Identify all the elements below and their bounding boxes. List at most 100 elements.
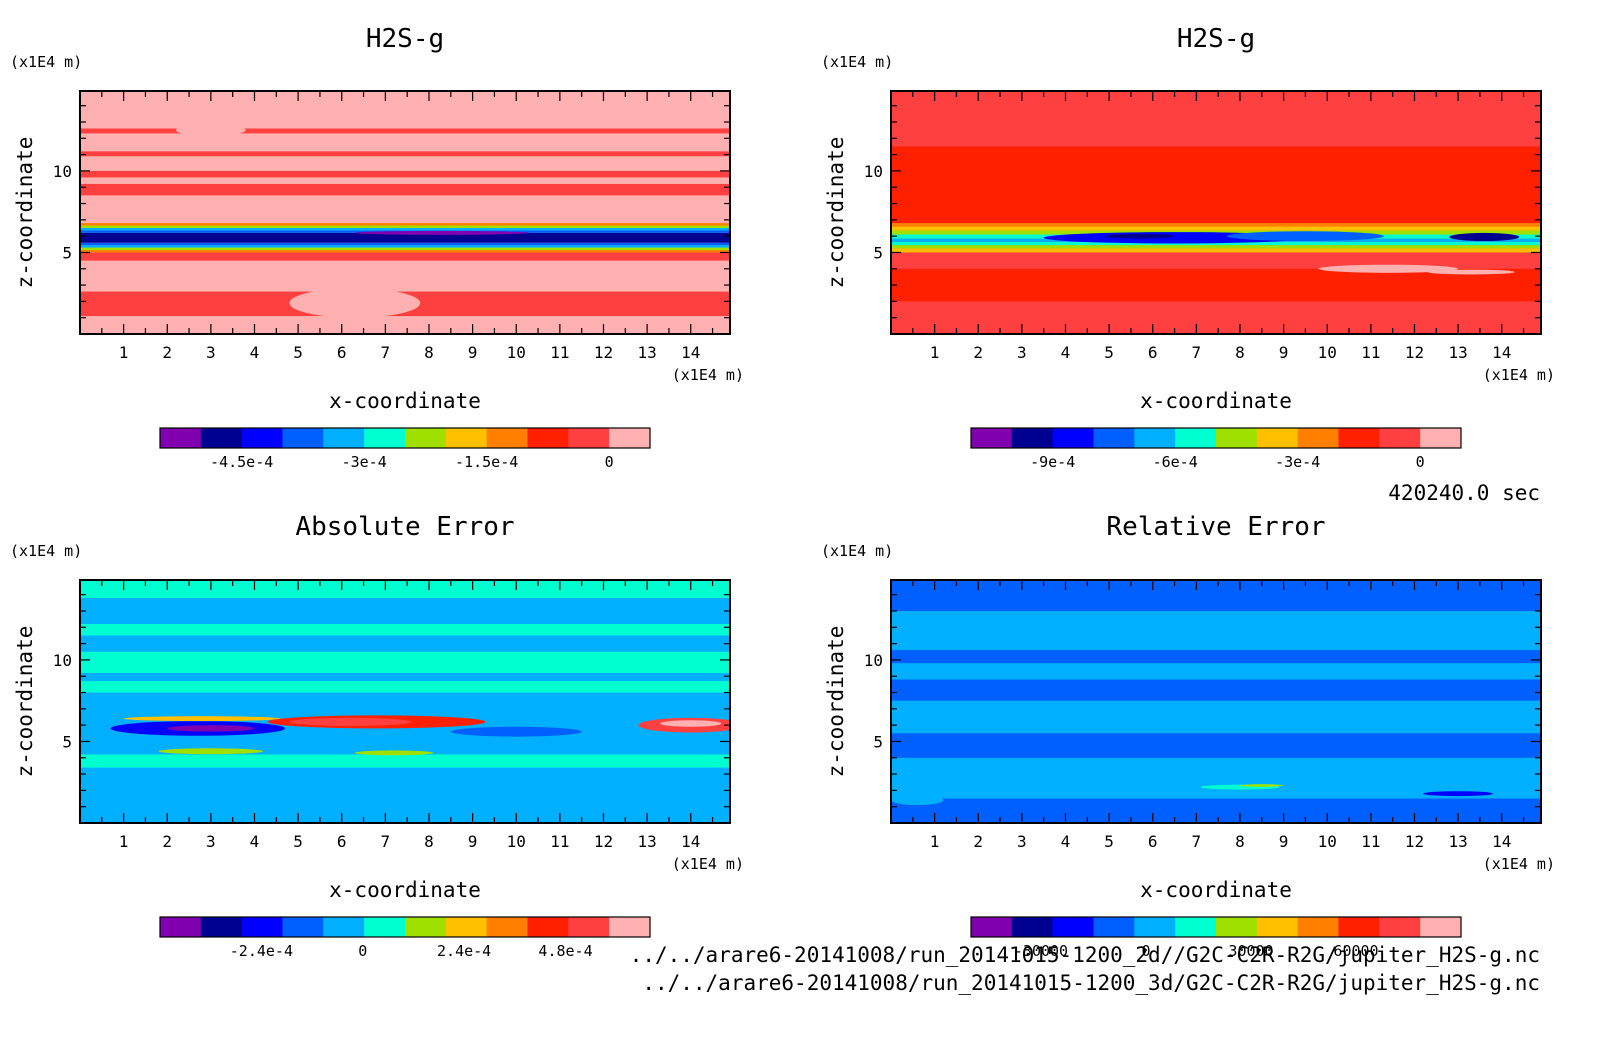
contour-band (891, 223, 1541, 227)
colorbar-swatch (364, 917, 406, 937)
colorbar-swatch (1216, 917, 1258, 937)
colorbar-swatch (1379, 917, 1421, 937)
contour-band (80, 227, 730, 231)
y-tick-label: 5 (873, 732, 883, 751)
contour-band (80, 245, 730, 248)
colorbar-swatch (282, 917, 324, 937)
x-tick-label: 3 (206, 832, 216, 851)
x-tick-label: 10 (1318, 832, 1337, 851)
colorbar-swatch (1011, 428, 1054, 448)
colorbar: -30000 0 30000 60000 (970, 916, 1462, 960)
contour-region (167, 725, 255, 732)
contour-region (1104, 233, 1175, 239)
x-tick-label: 5 (293, 832, 303, 851)
y-tick-label: 5 (873, 243, 883, 262)
x-tick-label: 7 (1192, 832, 1202, 851)
x-tick-label: 1 (930, 832, 940, 851)
time-label: 420240.0 sec (1388, 481, 1540, 505)
contour-band (891, 245, 1541, 249)
x-tick-label: 13 (637, 343, 656, 362)
colorbar-swatch (609, 917, 651, 937)
panel-title: Absolute Error (295, 512, 514, 542)
plot-frame (890, 90, 1542, 335)
colorbar-swatch (1134, 917, 1176, 937)
contour-band (80, 247, 730, 251)
x-tick-label: 9 (468, 832, 478, 851)
contour-region (289, 288, 421, 318)
colorbar-swatch (1011, 917, 1054, 937)
panel-title: Relative Error (1106, 512, 1325, 542)
contour-band (80, 252, 730, 261)
y-axis-label: z-coordinate (824, 626, 848, 778)
contour-region (1318, 264, 1459, 273)
y-tick-label: 5 (62, 732, 72, 751)
contour-band (891, 610, 1541, 651)
contour-band (891, 226, 1541, 231)
x-axis-label: x-coordinate (1140, 389, 1292, 413)
colorbar-tick-label: 0 (605, 453, 614, 471)
colorbar: -4.5e-4 -3e-4 -1.5e-4 0 (159, 427, 651, 471)
x-tick-label: 2 (162, 343, 172, 362)
colorbar-swatch (1093, 917, 1135, 937)
x-tick-label: 14 (681, 343, 700, 362)
x-tick-label: 2 (973, 343, 983, 362)
colorbar-swatch (1420, 428, 1462, 448)
x-axis-label: x-coordinate (329, 878, 481, 902)
contour-band (891, 241, 1541, 246)
colorbar-swatch (1379, 428, 1421, 448)
colorbar-swatch (527, 428, 569, 448)
x-tick-label: 4 (250, 343, 260, 362)
x-tick-label: 7 (381, 832, 391, 851)
x-tick-label: 1 (119, 832, 129, 851)
x-tick-label: 10 (1318, 343, 1337, 362)
colorbar-swatch (1297, 917, 1339, 937)
y-tick-label: 10 (53, 651, 72, 670)
colorbar-tick-label: 0 (1141, 942, 1150, 960)
plot-frame (890, 579, 1542, 824)
colorbar-tick-label: -4.5e-4 (210, 453, 273, 471)
colorbar-swatch (364, 428, 406, 448)
colorbar-swatch (323, 428, 365, 448)
contour-band (80, 580, 730, 598)
x-tick-label: 10 (507, 343, 526, 362)
colorbar-swatch (486, 917, 528, 937)
x-tick-label: 14 (1492, 832, 1511, 851)
colorbar-swatch (1093, 428, 1135, 448)
colorbar: -2.4e-4 0 2.4e-4 4.8e-4 (159, 916, 651, 960)
contour-region (354, 230, 530, 235)
contour-band (80, 225, 730, 228)
colorbar-swatch (445, 917, 488, 937)
contour-region (1239, 784, 1284, 787)
contour-region (450, 726, 582, 737)
contour-region (289, 717, 412, 726)
x-tick-label: 4 (250, 832, 260, 851)
x-tick-label: 8 (424, 832, 434, 851)
colorbar-tick-label: 2.4e-4 (437, 942, 491, 960)
contour-band (891, 146, 1541, 230)
colorbar-swatch (1420, 917, 1462, 937)
x-tick-label: 1 (119, 343, 129, 362)
contour-region (660, 720, 722, 727)
x-tick-label: 6 (337, 343, 347, 362)
contour-region (1449, 232, 1520, 242)
heatmap-field (80, 580, 730, 823)
colorbar-frame (159, 427, 651, 449)
colorbar-tick-label: 60000 (1333, 942, 1378, 960)
x-tick-label: 13 (1448, 832, 1467, 851)
x-tick-label: 12 (1405, 343, 1424, 362)
x-tick-label: 8 (424, 343, 434, 362)
x-tick-label: 14 (1492, 343, 1511, 362)
colorbar-swatch (1175, 428, 1217, 448)
contour-region (354, 750, 434, 756)
x-tick-label: 3 (206, 343, 216, 362)
colorbar-swatch (486, 428, 528, 448)
heatmap-field (891, 580, 1541, 823)
y-unit-label: (x1E4 m) (10, 542, 82, 560)
colorbar-swatch (971, 428, 1013, 448)
colorbar-swatch (527, 917, 569, 937)
x-tick-label: 5 (1104, 832, 1114, 851)
x-tick-label: 10 (507, 832, 526, 851)
